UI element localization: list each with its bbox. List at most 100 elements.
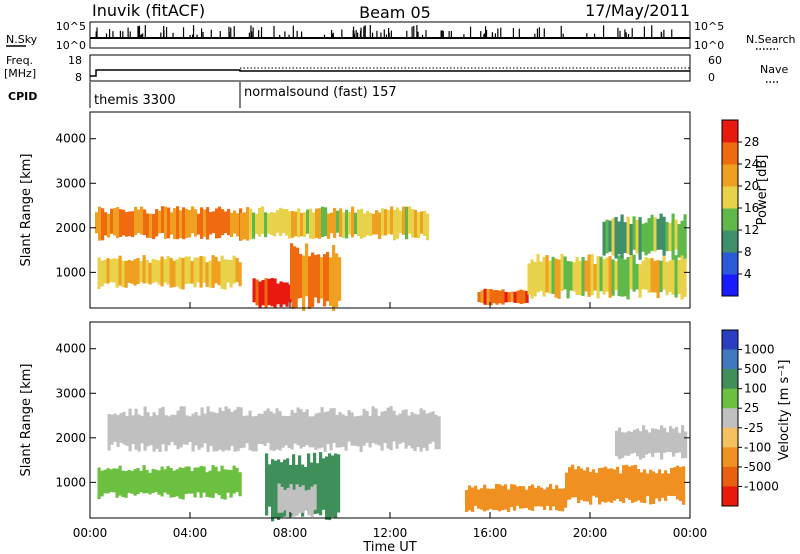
data-band-cell	[257, 413, 261, 444]
data-band-cell	[118, 465, 122, 496]
data-band-cell	[557, 259, 561, 299]
data-band-cell	[275, 408, 279, 450]
data-band-cell	[220, 465, 224, 499]
data-band-cell	[103, 259, 107, 284]
data-band-cell	[175, 259, 179, 287]
data-band-cell	[635, 263, 639, 290]
data-band-cell	[563, 256, 567, 290]
data-band-cell	[200, 407, 204, 448]
data-band-cell	[208, 260, 212, 288]
data-band-cell	[278, 411, 282, 451]
data-band-cell	[170, 414, 174, 442]
data-band-cell	[164, 415, 168, 452]
data-band-cell	[551, 256, 555, 294]
data-band-cell	[662, 256, 666, 290]
data-band-cell	[133, 469, 137, 496]
data-band-cell	[574, 469, 578, 498]
data-band-cell	[139, 260, 143, 283]
data-band-cell	[160, 256, 164, 287]
data-band-cell	[110, 414, 114, 445]
data-band-cell	[272, 413, 276, 451]
data-band-cell	[106, 468, 110, 494]
data-band-cell	[122, 209, 126, 236]
freq-tick-top: 18	[68, 54, 82, 67]
data-band-cell	[181, 257, 185, 290]
data-band-cell	[235, 467, 239, 493]
data-band-cell	[504, 292, 508, 303]
data-band-cell	[289, 484, 293, 514]
data-band-cell	[181, 467, 185, 500]
data-band-cell	[232, 255, 236, 284]
data-band-cell	[510, 484, 514, 508]
data-band-cell	[568, 467, 572, 500]
data-band-cell	[402, 206, 406, 235]
data-band-cell	[533, 261, 537, 297]
data-band-cell	[226, 469, 230, 493]
data-band-cell	[273, 278, 277, 308]
data-band-cell	[243, 212, 247, 240]
data-band-cell	[119, 209, 123, 238]
data-band-cell	[230, 212, 234, 237]
data-band-cell	[242, 415, 246, 448]
colorbar-swatch	[722, 388, 738, 409]
y-tick-label: 1000	[55, 265, 86, 279]
data-band-cell	[316, 463, 320, 514]
data-band-cell	[366, 210, 370, 236]
freq-panel-frame	[89, 54, 691, 82]
colorbar-swatch	[722, 466, 738, 487]
data-band-cell	[255, 279, 259, 306]
data-band-cell	[673, 467, 677, 496]
data-band-cell	[577, 466, 581, 504]
data-band-cell	[395, 415, 399, 449]
data-band-cell	[246, 207, 250, 241]
data-band-cell	[236, 213, 240, 237]
data-band-cell	[283, 459, 287, 517]
data-band-cell	[537, 485, 541, 507]
data-band-cell	[273, 212, 277, 237]
data-band-cell	[626, 257, 630, 300]
data-band-cell	[336, 210, 340, 233]
data-band-cell	[113, 413, 117, 442]
data-band-cell	[639, 431, 643, 460]
data-band-cell	[644, 257, 648, 290]
data-band-cell	[495, 290, 499, 305]
data-band-cell	[155, 209, 159, 237]
data-band-cell	[315, 208, 319, 238]
data-band-cell	[109, 259, 113, 283]
data-band-cell	[330, 212, 334, 234]
data-band-cell	[474, 485, 478, 506]
data-band-cell	[190, 471, 194, 494]
data-band-cell	[650, 258, 654, 293]
data-band-cell	[677, 224, 681, 258]
data-band-cell	[95, 212, 99, 234]
data-band-cell	[232, 465, 236, 494]
data-band-cell	[115, 468, 119, 498]
data-band-cell	[528, 486, 532, 511]
data-band-cell	[664, 470, 668, 501]
colorbar-swatch	[722, 486, 738, 507]
data-band-cell	[258, 208, 262, 237]
data-band-cell	[638, 217, 642, 260]
data-band-cell	[227, 408, 231, 451]
data-band-cell	[423, 210, 427, 236]
data-band-cell	[516, 486, 520, 506]
nsearch-tick-top: 10^5	[694, 20, 724, 33]
data-band-cell	[194, 209, 198, 237]
data-band-cell	[565, 472, 569, 501]
data-band-cell	[206, 207, 210, 240]
data-band-cell	[193, 467, 197, 498]
data-band-cell	[128, 211, 132, 237]
data-band-cell	[173, 414, 177, 446]
data-band-cell	[318, 208, 322, 239]
data-band-cell	[136, 467, 140, 495]
data-band-cell	[188, 210, 192, 238]
data-band-cell	[308, 416, 312, 448]
data-band-cell	[279, 281, 283, 308]
data-band-cell	[149, 416, 153, 446]
data-band-cell	[307, 489, 311, 516]
data-band-cell	[112, 258, 116, 283]
data-band-cell	[286, 458, 290, 510]
data-band-cell	[324, 207, 328, 237]
data-band-cell	[539, 261, 543, 291]
data-band-cell	[380, 411, 384, 451]
